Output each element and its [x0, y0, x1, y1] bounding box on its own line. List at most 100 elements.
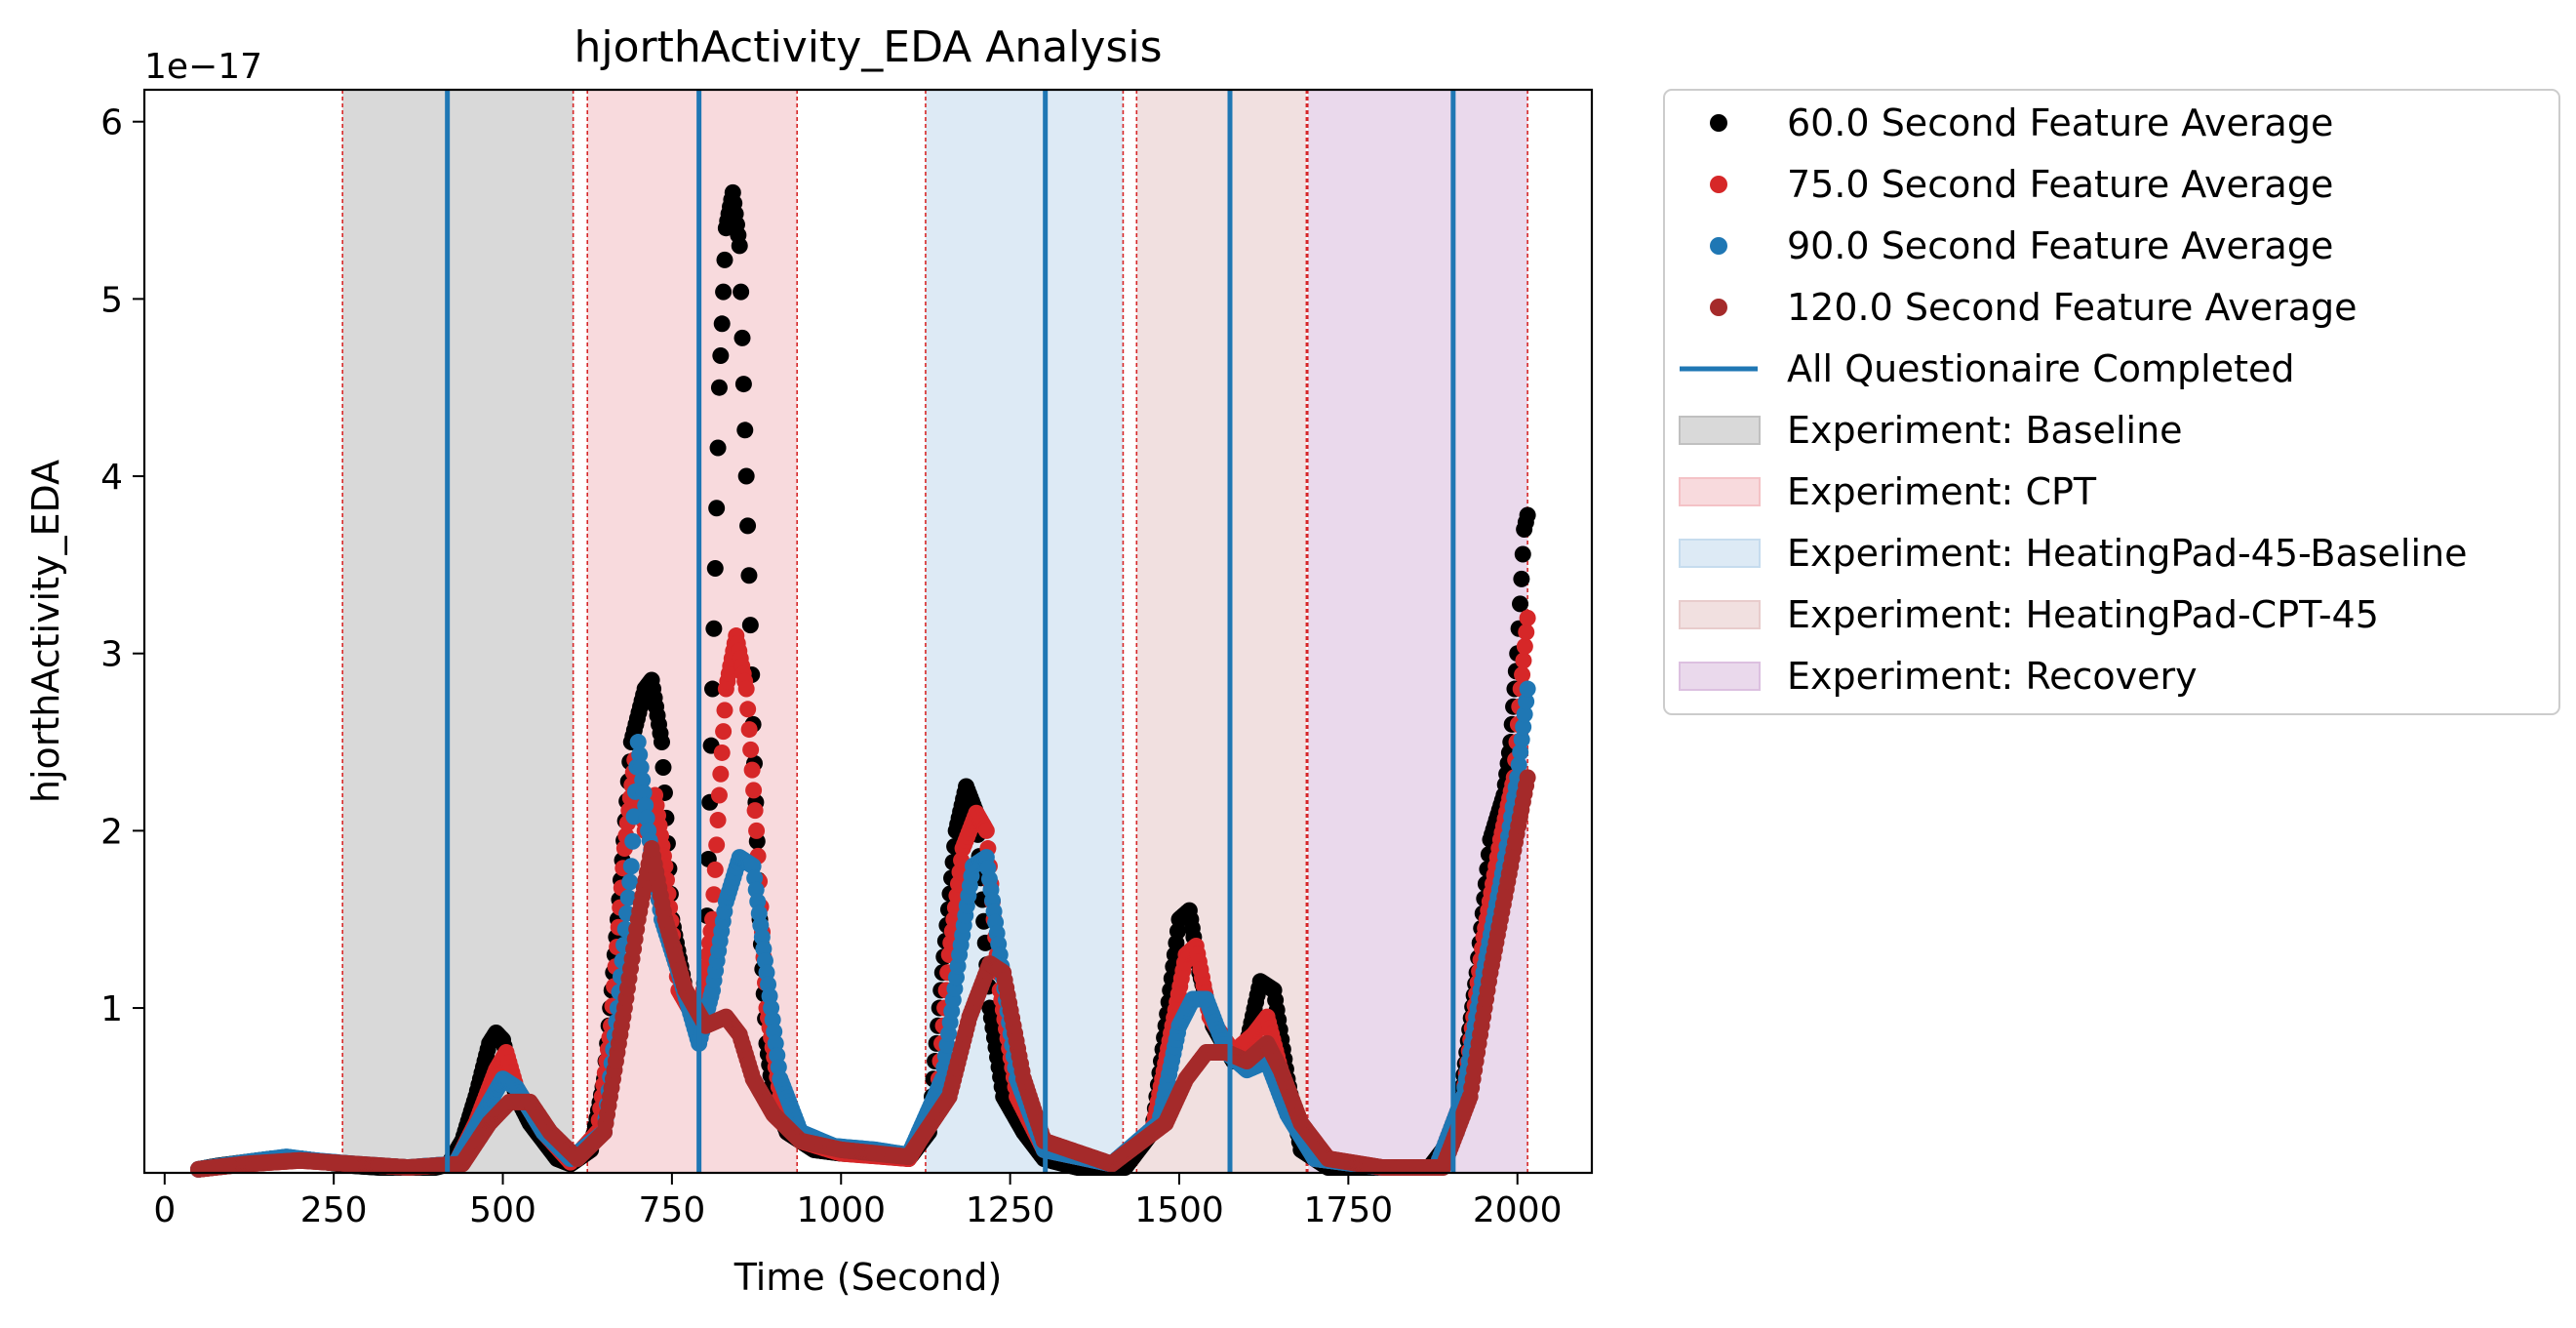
legend-marker — [1679, 477, 1761, 506]
legend-marker — [1710, 114, 1727, 132]
series-3 — [189, 769, 1536, 1178]
series-1-point — [712, 765, 730, 783]
legend-item-7: Experiment: HeatingPad-45-Baseline — [1679, 532, 2468, 575]
legend-label: Experiment: Baseline — [1787, 409, 2183, 452]
series-0-point — [705, 620, 723, 637]
series-0-point — [1511, 595, 1528, 613]
shaded-region-4 — [1307, 90, 1528, 1173]
series-0-point — [736, 422, 754, 439]
series-0-point — [740, 567, 758, 584]
legend-item-9: Experiment: Recovery — [1679, 655, 2198, 698]
chart-title: hjorthActivity_EDA Analysis — [574, 22, 1162, 72]
legend-item-3: 120.0 Second Feature Average — [1710, 286, 2358, 329]
series-0-point — [708, 500, 726, 517]
legend-marker — [1679, 539, 1761, 568]
series-2-point — [619, 889, 637, 906]
series-2-point — [625, 808, 643, 825]
legend-label: Experiment: HeatingPad-CPT-45 — [1787, 593, 2379, 636]
series-2-point — [624, 832, 642, 850]
series-2-point — [1518, 693, 1535, 710]
x-tick-label: 750 — [639, 1190, 706, 1230]
series-2-point — [637, 796, 654, 814]
series-0-point — [734, 376, 752, 393]
legend: 60.0 Second Feature Average 75.0 Second F… — [1663, 89, 2560, 715]
series-2-point — [1510, 756, 1527, 774]
series-1-point — [705, 886, 723, 904]
series-1-point — [710, 786, 728, 804]
x-tick-label: 500 — [469, 1190, 536, 1230]
series-1-point — [713, 744, 731, 761]
series-2-point — [635, 784, 653, 801]
series-3-point — [1519, 769, 1536, 786]
series-2-point — [638, 809, 655, 826]
series-1-point — [1514, 666, 1531, 684]
series-2-point — [1516, 705, 1533, 723]
y-tick-label: 5 — [100, 280, 123, 320]
series-0-point — [739, 517, 757, 535]
series-0-point — [710, 379, 728, 396]
legend-box — [1663, 89, 2560, 715]
legend-label: 120.0 Second Feature Average — [1787, 286, 2358, 329]
legend-label: All Questionaire Completed — [1787, 347, 2295, 390]
x-tick-label: 0 — [153, 1190, 176, 1230]
series-1-point — [716, 702, 733, 719]
x-tick-label: 2000 — [1473, 1190, 1563, 1230]
questionnaire-lines — [445, 90, 1456, 1173]
plot-area-frame — [142, 88, 1594, 1175]
series-2-point — [631, 746, 649, 764]
series-2-point — [1512, 744, 1529, 761]
series-0-point — [1514, 545, 1531, 563]
x-tick-label: 1750 — [1304, 1190, 1394, 1230]
legend-item-4: All Questionaire Completed — [1680, 347, 2295, 390]
y-axis-ticks: 1 2 3 4 5 6 — [100, 103, 144, 1029]
legend-label: Experiment: HeatingPad-45-Baseline — [1787, 532, 2468, 575]
y-tick-label: 2 — [100, 812, 123, 852]
series-1-point — [1518, 624, 1535, 641]
series-1-point — [745, 782, 763, 799]
series-0-point — [653, 734, 670, 751]
legend-marker — [1679, 662, 1761, 691]
y-offset-label: 1e−17 — [144, 47, 262, 87]
series-1-point — [708, 836, 726, 854]
legend-item-1: 75.0 Second Feature Average — [1710, 163, 2333, 206]
series-1-point — [715, 723, 733, 741]
legend-label: Experiment: Recovery — [1787, 655, 2198, 698]
legend-marker — [1679, 416, 1761, 445]
legend-marker — [1710, 237, 1727, 255]
series-2-point — [629, 734, 647, 751]
series-2-point — [621, 873, 639, 891]
y-tick-label: 3 — [100, 635, 123, 675]
series-0-point — [1519, 506, 1536, 524]
legend-item-2: 90.0 Second Feature Average — [1710, 224, 2333, 267]
series-2-point — [1513, 731, 1530, 748]
legend-label: 75.0 Second Feature Average — [1787, 163, 2333, 206]
series-0-point — [733, 283, 750, 301]
legend-item-8: Experiment: HeatingPad-CPT-45 — [1679, 593, 2379, 636]
series-0-point — [704, 680, 722, 698]
legend-item-6: Experiment: CPT — [1679, 470, 2097, 513]
series-0-point — [741, 617, 759, 634]
data-series — [189, 183, 1536, 1178]
series-1-point — [742, 741, 760, 758]
legend-item-5: Experiment: Baseline — [1679, 409, 2183, 452]
legend-label: 90.0 Second Feature Average — [1787, 224, 2333, 267]
legend-label: Experiment: CPT — [1787, 470, 2097, 513]
series-1-point — [1519, 609, 1536, 626]
x-tick-label: 1000 — [796, 1190, 886, 1230]
series-1-point — [740, 721, 758, 739]
series-0-point — [1513, 570, 1530, 587]
x-tick-label: 250 — [300, 1190, 368, 1230]
series-1-point — [748, 822, 766, 839]
series-1-point — [737, 680, 755, 698]
series-0-point — [712, 347, 730, 365]
x-tick-label: 1500 — [1134, 1190, 1224, 1230]
x-tick-label: 1250 — [966, 1190, 1055, 1230]
series-2-point — [1515, 718, 1532, 736]
y-tick-label: 6 — [100, 103, 123, 143]
series-0-point — [709, 439, 727, 457]
series-2-point — [634, 771, 652, 788]
series-0-point — [715, 283, 733, 301]
x-axis-label: Time (Second) — [733, 1256, 1003, 1299]
series-2-point — [632, 758, 650, 776]
